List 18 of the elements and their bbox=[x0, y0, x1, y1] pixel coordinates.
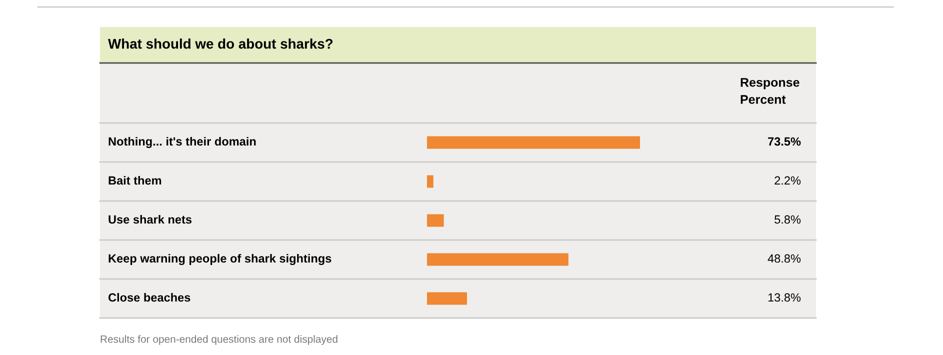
bar bbox=[427, 175, 434, 188]
text: Response Percent bbox=[740, 78, 800, 104]
bar bbox=[427, 214, 444, 227]
bar bbox=[427, 136, 640, 149]
y-tick-label: Nothing... it's their domain bbox=[108, 136, 256, 148]
bar bbox=[427, 253, 568, 266]
data-label: 48.8% bbox=[768, 254, 801, 263]
text: What should we do about sharks? bbox=[108, 38, 333, 49]
data-label: 73.5% bbox=[768, 137, 801, 146]
bar bbox=[427, 292, 467, 305]
y-tick-label: Use shark nets bbox=[108, 214, 192, 224]
y-tick-label: Close beaches bbox=[108, 292, 190, 302]
y-tick-label: Bait them bbox=[108, 176, 162, 185]
text: Results for open-ended questions are not displayed bbox=[100, 335, 338, 345]
data-label: 5.8% bbox=[774, 215, 801, 224]
data-label: 2.2% bbox=[774, 176, 801, 185]
data-label: 13.8% bbox=[768, 293, 801, 302]
y-tick-label: Keep warning people of shark sightings bbox=[108, 254, 332, 266]
